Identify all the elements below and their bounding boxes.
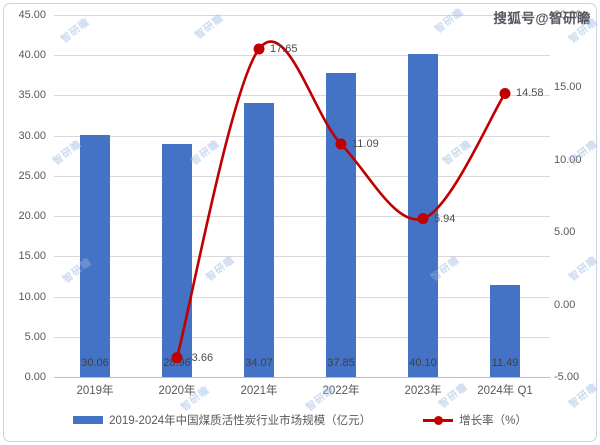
bar-value-label: 34.07: [245, 357, 273, 369]
line-point-label: 14.58: [516, 87, 544, 100]
grid-line: [54, 296, 550, 298]
y-axis-label-right: 10.00: [554, 153, 582, 166]
bar-value-label: 11.49: [491, 357, 519, 369]
y-axis-label-left: 15.00: [18, 250, 46, 263]
grid-line: [54, 95, 550, 97]
line-series-swatch-icon: [423, 415, 454, 425]
x-axis-line: [54, 377, 550, 378]
legend-label-market-size: 2019-2024年中国煤质活性炭行业市场规模（亿元）: [109, 415, 372, 427]
grid-line: [54, 256, 550, 258]
watermark-tile: 智研瞻: [567, 381, 600, 411]
watermark-sohu-account: 搜狐号@智研瞻: [493, 11, 591, 26]
watermark-tile: 智研瞻: [441, 138, 475, 168]
line-point-marker: [499, 87, 511, 99]
y-axis-label-right: -5.00: [554, 371, 580, 383]
y-axis-label-left: 30.00: [18, 129, 46, 142]
watermark-tile: 智研瞻: [189, 138, 223, 168]
grid-line: [54, 15, 550, 16]
watermark-tile: 智研瞻: [59, 16, 93, 46]
watermark-tile: 智研瞻: [51, 138, 85, 168]
legend-item-growth-rate: 增长率（%）: [423, 412, 527, 428]
grid-line: [54, 175, 550, 177]
y-axis-label-left: 20.00: [18, 210, 46, 223]
watermark-tile: 智研瞻: [433, 6, 467, 36]
grid-line: [54, 135, 550, 137]
watermark-tile: 智研瞻: [567, 254, 600, 284]
bar-series-swatch-icon: [73, 416, 104, 424]
y-axis-label-left: 10.00: [18, 290, 46, 303]
y-axis-label-left: 5.00: [24, 330, 46, 343]
line-point-label: 11.09: [352, 138, 379, 151]
grid-line: [54, 55, 550, 57]
x-axis-label: 2022年: [322, 385, 360, 397]
bar: [326, 72, 356, 377]
x-axis-label: 2023年: [404, 385, 442, 397]
y-axis-label-left: 35.00: [18, 89, 46, 102]
line-point-label: 17.65: [270, 43, 298, 56]
y-axis-label-right: 20.00: [554, 9, 582, 21]
bar-value-label: 40.10: [409, 357, 437, 369]
y-axis-label-left: 40.00: [18, 49, 46, 62]
bar-value-label: 30.06: [81, 357, 109, 369]
grid-line: [54, 336, 550, 338]
x-axis-label: 2021年: [240, 385, 278, 397]
bar-value-label: 37.85: [327, 357, 355, 369]
legend: 2019-2024年中国煤质活性炭行业市场规模（亿元） 增长率（%）: [0, 412, 600, 428]
line-point-label: -3.66: [188, 351, 214, 364]
grid-line: [54, 216, 550, 218]
y-axis-label-right: 5.00: [554, 226, 576, 239]
x-axis-label: 2019年: [76, 385, 114, 397]
legend-item-market-size: 2019-2024年中国煤质活性炭行业市场规模（亿元）: [73, 412, 371, 428]
x-axis-label: 2020年: [158, 385, 196, 397]
line-point-marker: [253, 43, 265, 55]
bar: [244, 102, 274, 377]
line-point-label: 5.94: [434, 212, 456, 225]
y-axis-label-right: 0.00: [554, 298, 576, 311]
x-axis-label: 2024年 Q1: [477, 385, 533, 397]
y-axis-label-left: 25.00: [18, 169, 46, 182]
bar: [162, 144, 192, 377]
y-axis-label-left: 0.00: [24, 371, 46, 383]
y-axis-label-left: 45.00: [18, 9, 46, 21]
bar: [80, 135, 110, 377]
y-axis-label-right: 15.00: [554, 81, 582, 94]
legend-label-growth-rate: 增长率（%）: [459, 415, 527, 427]
